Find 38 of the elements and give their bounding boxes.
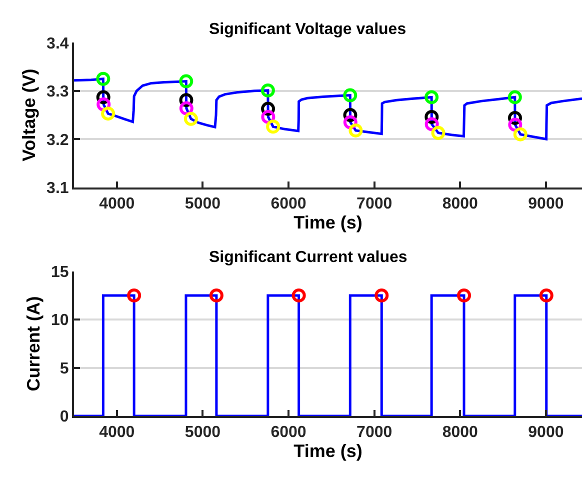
point bbox=[513, 127, 528, 142]
point bbox=[431, 126, 446, 140]
x-tick-label: 6000 bbox=[270, 424, 306, 442]
point bbox=[184, 112, 198, 126]
x-axis-title: Time (s) bbox=[294, 441, 362, 462]
x-tick-label: 6000 bbox=[270, 196, 306, 213]
x-tick-label: 7000 bbox=[356, 424, 392, 442]
point bbox=[101, 106, 116, 121]
y-tick-label: 3.2 bbox=[46, 132, 69, 149]
x-tick-label: 8000 bbox=[442, 196, 478, 213]
x-tick-label: 4000 bbox=[99, 424, 135, 442]
point bbox=[424, 90, 439, 104]
point bbox=[179, 74, 194, 88]
y-axis-title: Voltage (V) bbox=[19, 68, 40, 162]
point bbox=[96, 72, 110, 86]
x-tick-label: 5000 bbox=[184, 196, 221, 213]
chart-title: Significant Voltage values bbox=[209, 21, 406, 38]
y-tick-label: 3.1 bbox=[46, 180, 69, 198]
y-tick-label: 5 bbox=[60, 360, 69, 378]
y-tick-label: 3.4 bbox=[46, 35, 69, 52]
x-axis-title: Time (s) bbox=[294, 212, 362, 233]
point bbox=[266, 120, 280, 134]
point bbox=[508, 90, 522, 104]
x-tick-label: 8000 bbox=[442, 424, 478, 442]
y-axis-title: Current (A) bbox=[24, 296, 44, 392]
x-tick-label: 4000 bbox=[99, 196, 135, 213]
x-tick-label: 5000 bbox=[184, 424, 221, 442]
y-tick-label: 3.3 bbox=[46, 84, 69, 101]
y-tick-label: 0 bbox=[60, 408, 69, 426]
point bbox=[343, 88, 358, 102]
point bbox=[260, 83, 275, 98]
point bbox=[348, 123, 363, 138]
x-tick-label: 9000 bbox=[528, 424, 564, 442]
y-tick-label: 10 bbox=[51, 312, 69, 330]
y-tick-label: 15 bbox=[51, 264, 69, 281]
x-tick-label: 7000 bbox=[356, 196, 392, 213]
chart-title: Significant Current values bbox=[209, 249, 408, 266]
x-tick-label: 9000 bbox=[528, 196, 564, 213]
